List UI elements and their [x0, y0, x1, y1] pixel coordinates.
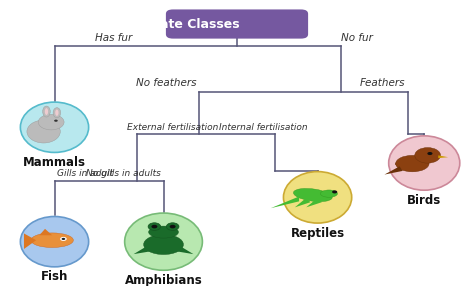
Ellipse shape	[27, 120, 60, 143]
Polygon shape	[24, 233, 36, 249]
Circle shape	[60, 237, 67, 241]
Polygon shape	[271, 196, 299, 208]
Text: Amphibians: Amphibians	[125, 274, 202, 286]
Text: Vertebrate Classes: Vertebrate Classes	[107, 17, 239, 31]
Ellipse shape	[389, 136, 460, 190]
Circle shape	[332, 190, 337, 193]
Ellipse shape	[43, 106, 50, 117]
Polygon shape	[306, 198, 322, 207]
Text: Internal fertilisation: Internal fertilisation	[219, 123, 307, 132]
Polygon shape	[175, 246, 193, 254]
Ellipse shape	[125, 213, 202, 270]
Text: Fish: Fish	[41, 270, 68, 283]
Text: No feathers: No feathers	[136, 78, 197, 88]
Circle shape	[38, 114, 64, 130]
Polygon shape	[438, 155, 448, 158]
Ellipse shape	[20, 217, 89, 267]
Text: Reptiles: Reptiles	[291, 227, 345, 240]
Circle shape	[415, 148, 440, 163]
Ellipse shape	[283, 172, 352, 223]
Text: Mammals: Mammals	[23, 156, 86, 169]
Polygon shape	[384, 166, 402, 174]
Ellipse shape	[31, 233, 73, 248]
Circle shape	[148, 223, 161, 231]
Ellipse shape	[293, 188, 332, 202]
Text: Has fur: Has fur	[95, 33, 132, 43]
Polygon shape	[295, 198, 310, 207]
Ellipse shape	[55, 110, 59, 116]
Text: Gills in adult: Gills in adult	[57, 170, 113, 178]
Circle shape	[166, 223, 179, 231]
Circle shape	[428, 152, 432, 155]
Text: External fertilisation: External fertilisation	[128, 123, 219, 132]
Text: No gills in adults: No gills in adults	[86, 170, 161, 178]
Text: Feathers: Feathers	[360, 78, 405, 88]
Circle shape	[62, 238, 65, 240]
Ellipse shape	[53, 108, 61, 118]
Ellipse shape	[395, 158, 425, 167]
Ellipse shape	[144, 235, 183, 255]
Ellipse shape	[148, 226, 178, 238]
Ellipse shape	[20, 102, 89, 152]
Polygon shape	[134, 246, 152, 254]
Circle shape	[151, 225, 157, 229]
Text: No fur: No fur	[341, 33, 373, 43]
Circle shape	[54, 120, 58, 122]
Text: Birds: Birds	[407, 194, 441, 207]
Circle shape	[170, 225, 176, 229]
Ellipse shape	[396, 155, 429, 172]
Ellipse shape	[320, 190, 337, 197]
FancyBboxPatch shape	[166, 9, 308, 39]
Polygon shape	[39, 229, 52, 235]
Ellipse shape	[45, 108, 48, 115]
